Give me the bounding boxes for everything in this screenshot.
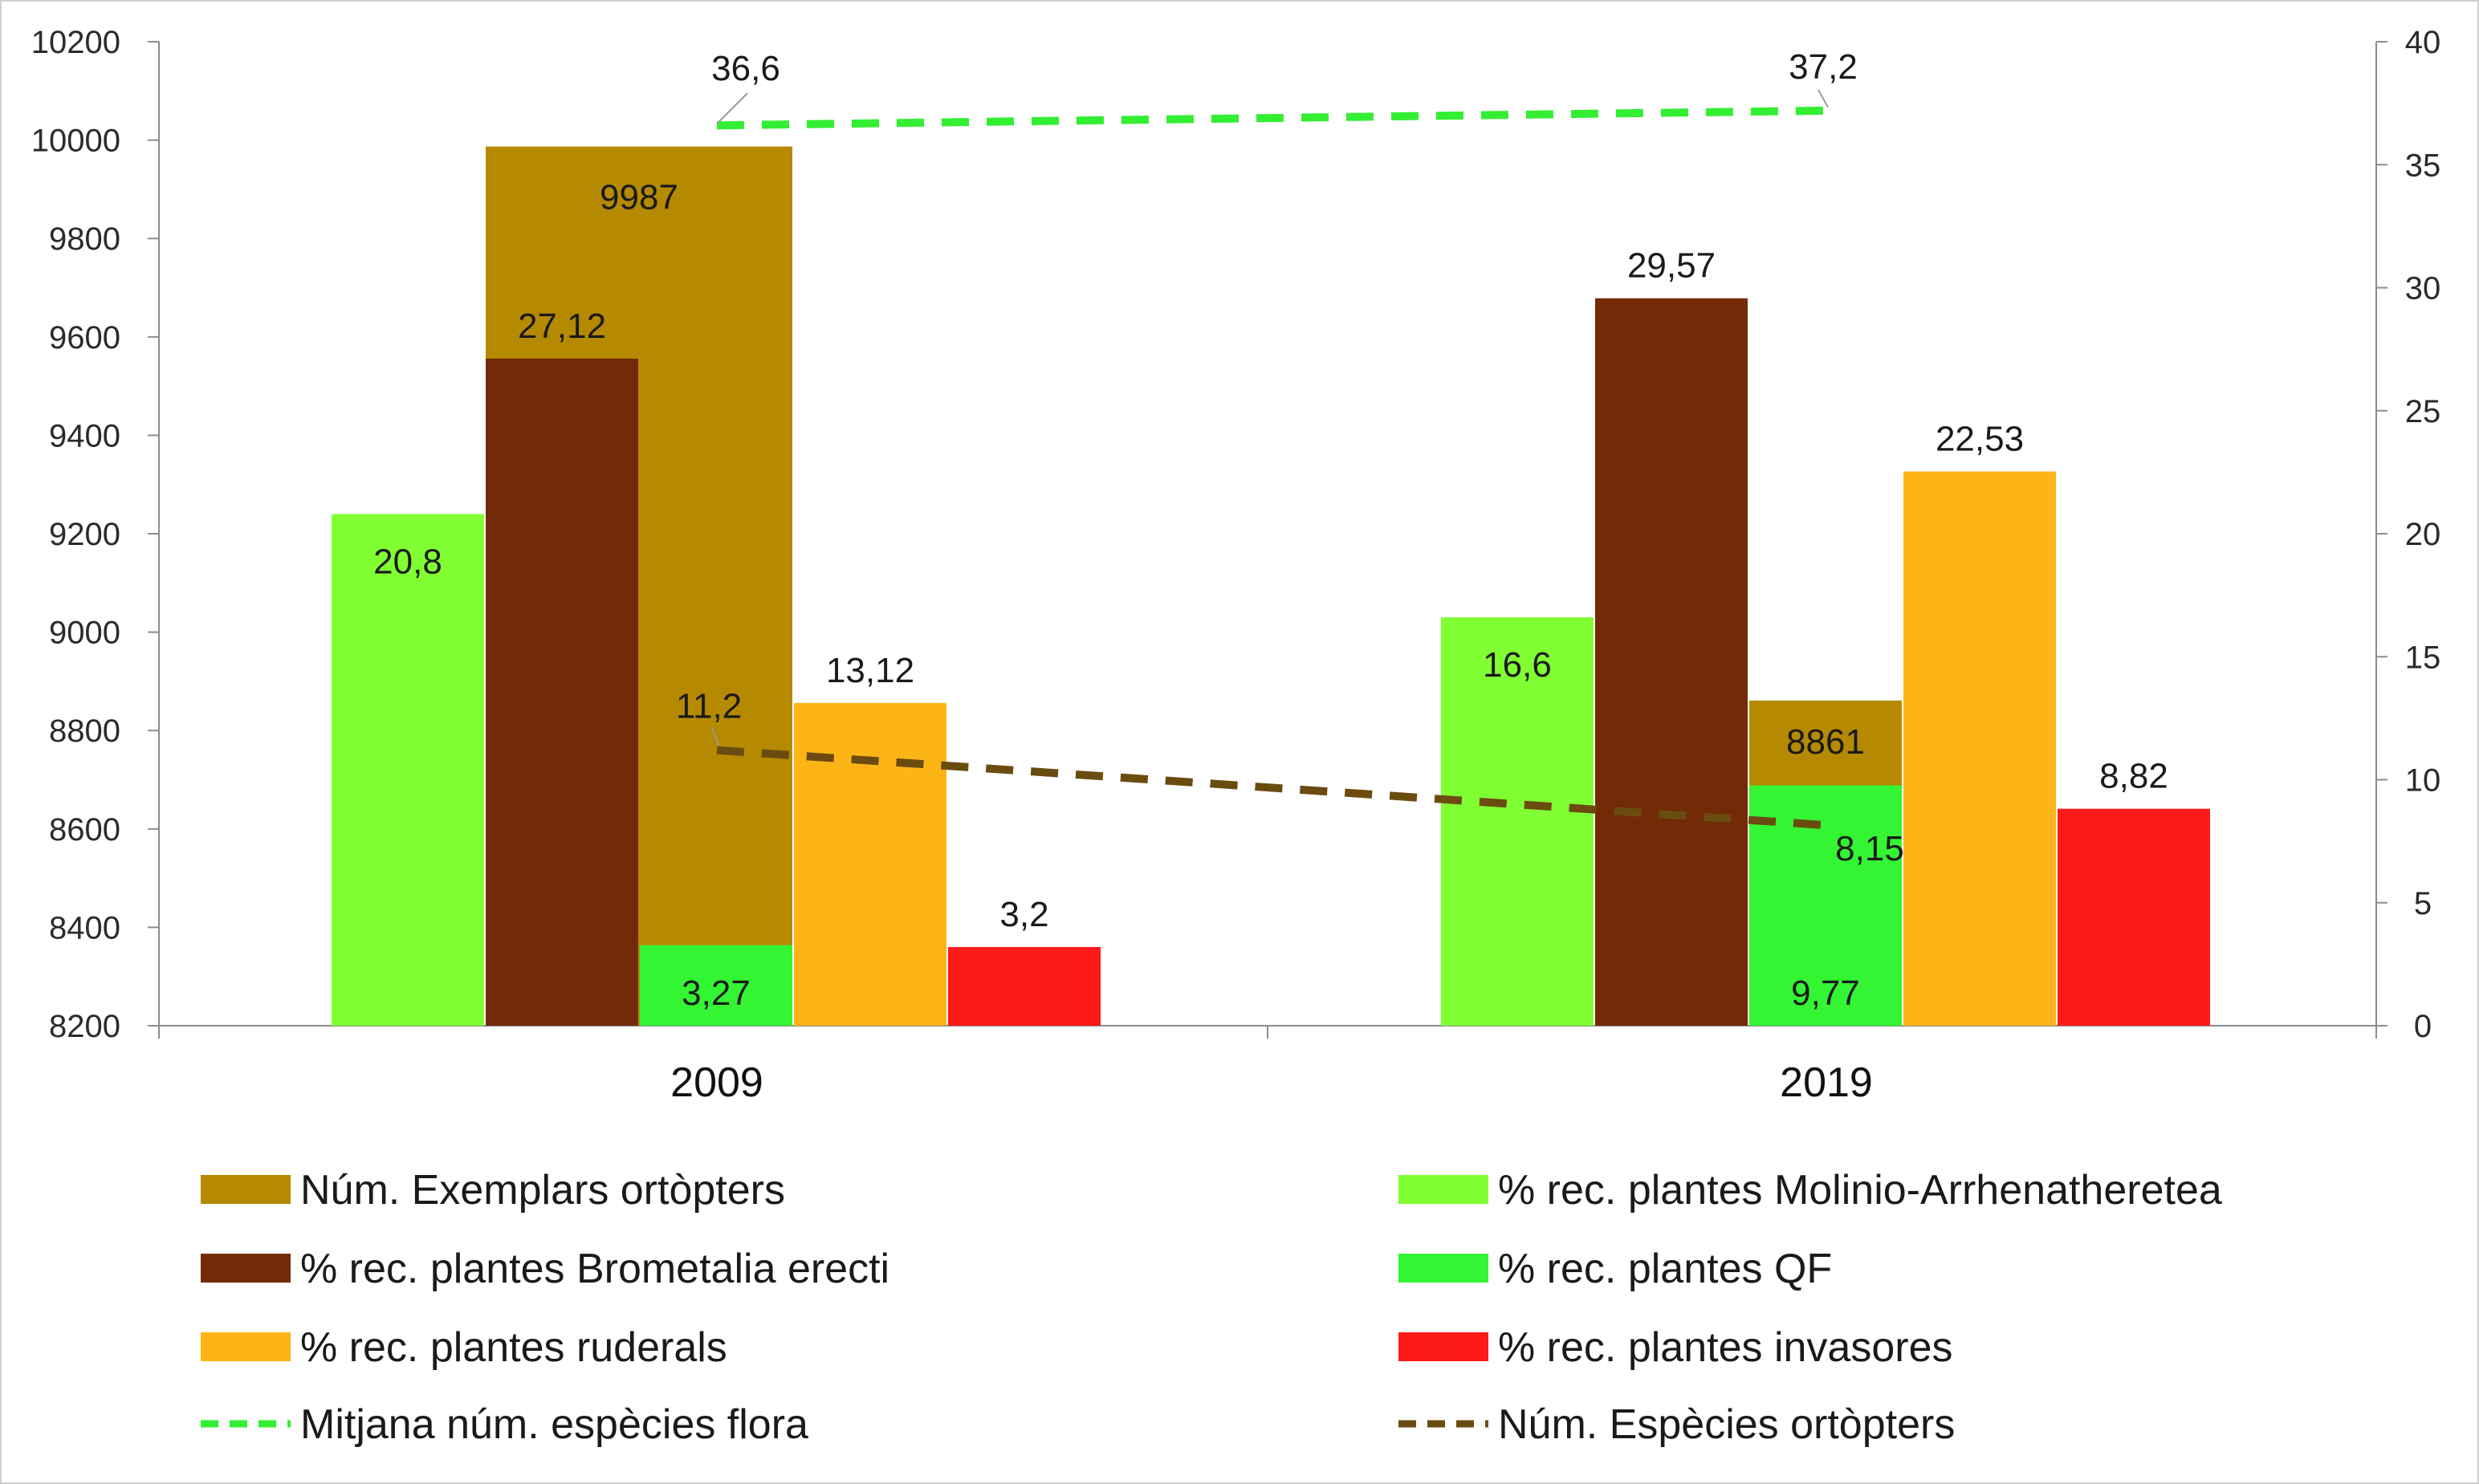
- legend-label: % rec. plantes ruderals: [300, 1324, 727, 1371]
- line-especies: [716, 746, 1827, 830]
- category-label: 2019: [1780, 1059, 1873, 1106]
- data-label-especies: 8,15: [1835, 829, 1904, 868]
- left-tick-label: 8600: [49, 812, 120, 848]
- legend-swatch: [201, 1175, 291, 1204]
- legend: Núm. Exemplars ortòpters % rec. plantes M…: [201, 1167, 2222, 1448]
- legend-item-brometalia: % rec. plantes Brometalia erecti: [201, 1246, 889, 1292]
- data-label-exemplars: 8861: [1786, 722, 1865, 762]
- bar-ruderals: [1903, 471, 2056, 1026]
- data-label-qf: 3,27: [682, 974, 751, 1013]
- legend-label: % rec. plantes Molinio-Arrhenatheretea: [1498, 1167, 2222, 1214]
- left-tick-label: 8400: [49, 910, 120, 945]
- data-label-invasores: 3,2: [999, 895, 1048, 934]
- data-label-qf: 9,77: [1791, 974, 1860, 1013]
- left-tick-label: 9000: [49, 616, 120, 651]
- leader-line: [716, 92, 748, 124]
- legend-label: % rec. plantes Brometalia erecti: [300, 1246, 889, 1292]
- legend-item-mitjana: Mitjana núm. espècies flora: [201, 1401, 808, 1448]
- legend-item-invasores: % rec. plantes invasores: [1398, 1324, 1953, 1371]
- right-tick-label: 5: [2414, 886, 2432, 921]
- legend-item-molinio: % rec. plantes Molinio-Arrhenatheretea: [1398, 1167, 2222, 1214]
- bars: [332, 146, 2210, 1027]
- legend-swatch: [1398, 1175, 1488, 1204]
- bar-molinio: [1441, 617, 1594, 1026]
- right-tick-label: 30: [2405, 271, 2441, 307]
- legend-item-especies: Núm. Espècies ortòpters: [1398, 1401, 1955, 1448]
- bar-molinio: [332, 514, 484, 1026]
- data-label-especies: 11,2: [676, 687, 742, 726]
- line-mitjana: [716, 106, 1827, 130]
- right-tick-label: 35: [2405, 148, 2441, 183]
- left-tick-label: 9600: [49, 320, 120, 356]
- legend-item-qf: % rec. plantes QF: [1398, 1246, 1832, 1292]
- bar-brometalia: [1595, 298, 1748, 1026]
- data-label-molinio: 20,8: [373, 542, 442, 581]
- bar-ruderals: [794, 702, 946, 1026]
- legend-swatch: [1398, 1332, 1488, 1361]
- right-tick-label: 0: [2414, 1009, 2432, 1044]
- legend-label: % rec. plantes QF: [1498, 1246, 1832, 1292]
- data-label-brometalia: 29,57: [1627, 246, 1716, 286]
- leader-line: [1818, 89, 1829, 108]
- data-label-molinio: 16,6: [1483, 645, 1552, 685]
- left-tick-label: 9800: [49, 222, 120, 257]
- axes: 8200 8400 8600 8800 9000 9200 9400 9600 9800 1000…: [31, 25, 2440, 1106]
- legend-item-exemplars: Núm. Exemplars ortòpters: [201, 1167, 785, 1214]
- legend-item-ruderals: % rec. plantes ruderals: [201, 1324, 727, 1371]
- bar-invasores: [948, 946, 1101, 1026]
- right-tick-label: 20: [2405, 517, 2441, 552]
- data-label-ruderals: 22,53: [1936, 419, 2024, 458]
- bar-qf: [640, 945, 792, 1026]
- data-label-brometalia: 27,12: [518, 307, 606, 346]
- right-tick-label: 15: [2405, 640, 2441, 675]
- left-tick-label: 8200: [49, 1009, 120, 1044]
- leader-line: [711, 727, 719, 746]
- data-label-invasores: 8,82: [2099, 757, 2168, 796]
- legend-label: Núm. Espècies ortòpters: [1498, 1401, 1955, 1448]
- bar-invasores: [2058, 808, 2210, 1026]
- left-tick-label: 10000: [31, 124, 120, 159]
- data-label-exemplars: 9987: [600, 178, 678, 218]
- data-label-mitjana: 37,2: [1789, 47, 1858, 87]
- data-labels: 9987 8861 20,8 16,6 27,12 29,57 3,27 9,77 13,12 2…: [373, 47, 2168, 1013]
- legend-swatch: [201, 1332, 291, 1361]
- left-tick-label: 9400: [49, 418, 120, 453]
- right-tick-label: 40: [2405, 25, 2441, 60]
- lines: [711, 89, 1829, 830]
- left-tick-label: 9200: [49, 517, 120, 552]
- legend-label: Mitjana núm. espècies flora: [300, 1401, 808, 1448]
- legend-label: % rec. plantes invasores: [1498, 1324, 1953, 1371]
- bar-brometalia: [486, 358, 638, 1027]
- right-tick-label: 25: [2405, 394, 2441, 429]
- legend-swatch: [1398, 1254, 1488, 1283]
- data-label-mitjana: 36,6: [711, 49, 780, 88]
- data-label-ruderals: 13,12: [826, 651, 914, 690]
- category-label: 2009: [670, 1059, 763, 1106]
- legend-swatch: [201, 1254, 291, 1283]
- left-tick-label: 10200: [31, 25, 120, 60]
- left-tick-label: 8800: [49, 714, 120, 749]
- legend-label: Núm. Exemplars ortòpters: [300, 1167, 785, 1214]
- right-tick-label: 10: [2405, 763, 2441, 799]
